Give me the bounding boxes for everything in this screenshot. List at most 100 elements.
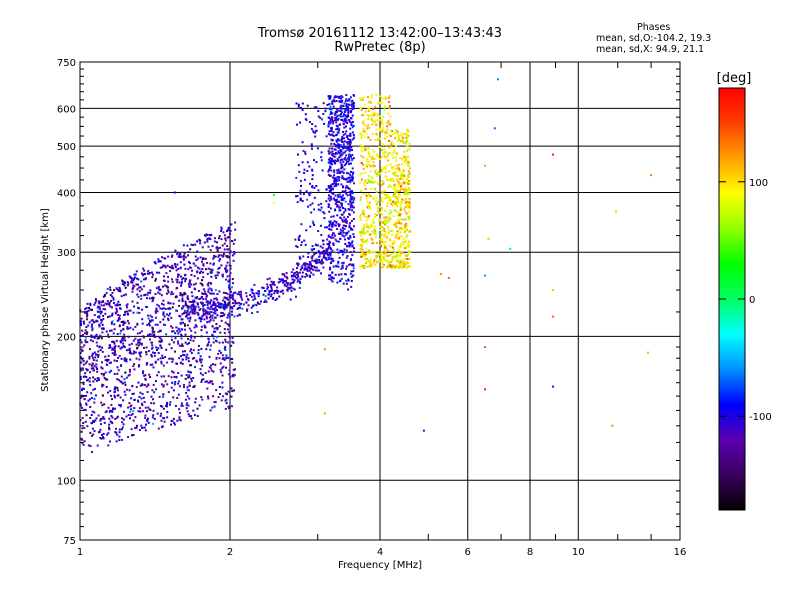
data-point [101,319,104,322]
data-point [129,350,132,353]
data-point [329,157,332,159]
data-point [186,305,189,308]
data-point [89,431,92,434]
data-point [338,209,341,212]
data-point [206,294,208,297]
data-point [397,180,400,183]
data-point [341,170,344,173]
data-point [190,334,193,337]
data-point [188,305,191,308]
data-point [381,180,384,183]
data-point [129,358,132,361]
data-point [167,391,170,394]
data-point [153,391,156,394]
data-point [341,118,344,121]
data-point [218,266,221,269]
data-point [215,277,218,279]
data-point [348,159,351,162]
data-point [359,216,362,218]
data-point [110,394,112,397]
data-point [302,262,305,265]
data-point [487,237,490,240]
data-point [210,364,213,367]
data-point [207,341,210,344]
data-point [322,256,325,259]
data-point [197,290,200,292]
data-point [114,418,117,420]
data-point [338,95,341,98]
data-point [253,295,256,298]
data-point [113,354,116,356]
data-point [271,281,274,284]
data-point [116,386,119,389]
data-point [286,277,289,280]
data-point [348,141,350,144]
data-point [184,280,187,283]
data-point [213,327,216,330]
data-point [304,113,307,116]
data-point [121,428,123,431]
data-point [311,220,314,223]
data-point [365,132,368,135]
data-point [392,256,395,259]
data-point [380,251,383,254]
data-point [226,316,229,319]
data-point [206,312,209,315]
data-point [229,272,232,275]
data-point [328,96,331,99]
data-point [229,229,232,232]
data-point [301,141,304,144]
data-point [360,148,363,151]
data-point [149,376,151,379]
data-point [268,291,271,293]
data-point [149,338,151,341]
data-point [386,128,389,131]
data-point [173,382,176,385]
data-point [336,152,339,155]
data-point [340,101,343,104]
data-point [150,353,153,356]
data-point [169,269,172,272]
data-point [218,235,221,238]
phase-stats-heading: Phases [636,22,671,33]
data-point [301,200,304,202]
data-point [347,186,350,189]
data-point [194,282,197,285]
data-point [339,105,342,108]
data-point [246,308,249,311]
data-point [159,321,162,324]
data-point [124,286,127,289]
data-point [212,337,215,340]
data-point [337,151,340,154]
data-point [388,140,390,142]
data-point [337,177,340,180]
data-point [347,172,350,175]
data-point [231,340,234,343]
data-point [374,263,377,266]
data-point [169,401,172,404]
data-point [146,362,149,364]
data-point [342,115,345,118]
data-point [381,142,384,145]
data-point [180,255,183,258]
data-points [79,78,653,453]
data-point [151,316,154,319]
data-point [408,210,411,213]
data-point [84,308,87,310]
data-point [149,363,152,366]
data-point [381,119,384,122]
data-point [388,106,391,109]
data-point [141,404,144,407]
data-point [398,222,401,225]
data-point [348,263,351,266]
data-point [280,279,283,282]
data-point [324,110,327,113]
data-point [373,232,376,235]
data-point [151,331,154,334]
data-point [387,231,390,234]
data-point [402,238,405,241]
data-point [172,330,175,333]
data-point [289,287,292,289]
data-point [100,304,103,307]
data-point [202,378,205,381]
